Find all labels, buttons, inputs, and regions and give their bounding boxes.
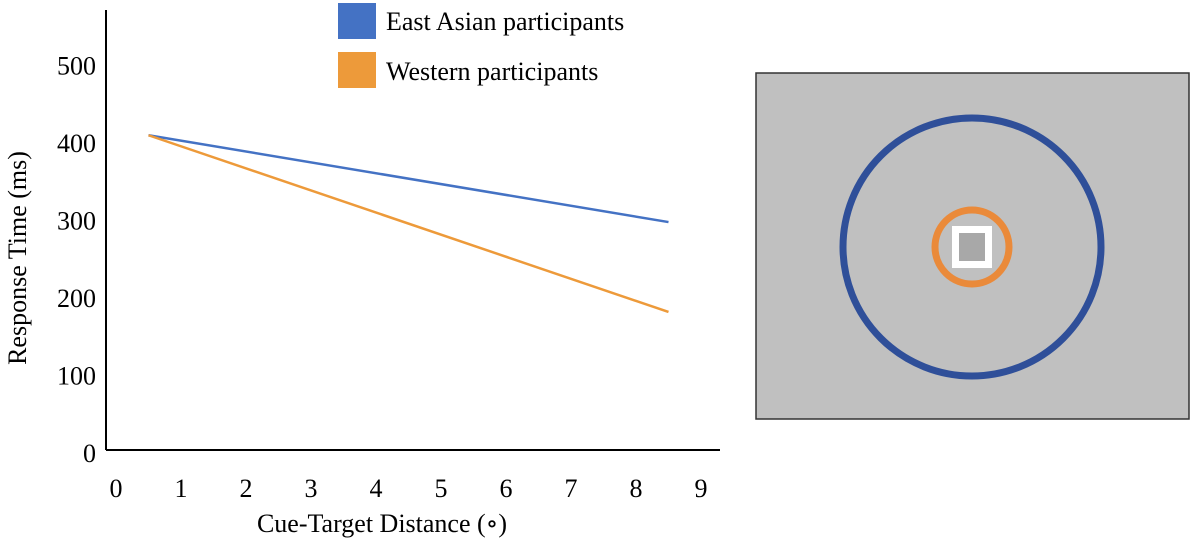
y-tick-label-400: 400: [57, 129, 96, 158]
center-square-inner: [959, 233, 985, 261]
y-tick-label-100: 100: [57, 362, 96, 391]
legend: East Asian participants Western particip…: [338, 3, 624, 88]
x-tick-label-2: 2: [240, 474, 253, 503]
x-tick-label-3: 3: [305, 474, 318, 503]
series-lines: [148, 134, 669, 314]
outer-ring: [839, 114, 1105, 380]
x-axis-title: Cue-Target Distance (∘): [257, 509, 507, 538]
x-tick-label-6: 6: [500, 474, 513, 503]
y-tick-label-500: 500: [57, 52, 96, 81]
y-axis-title: Response Time (ms): [3, 151, 32, 365]
legend-label-east-asian: East Asian participants: [386, 7, 624, 36]
x-tick-labels: 0 1 2 3 4 5 6 7 8 9: [110, 474, 708, 503]
series-line-east-asian: [148, 134, 669, 224]
y-tick-labels: 0 100 200 300 400 500: [57, 52, 96, 469]
x-tick-label-7: 7: [565, 474, 578, 503]
stimulus-display: [755, 72, 1190, 420]
x-tick-label-5: 5: [435, 474, 448, 503]
x-tick-label-8: 8: [630, 474, 643, 503]
series-line-western: [148, 134, 669, 314]
inner-ring: [931, 206, 1013, 288]
legend-swatch-east-asian: [338, 3, 376, 39]
x-tick-label-9: 9: [695, 474, 708, 503]
x-tick-label-0: 0: [110, 474, 123, 503]
y-tick-label-300: 300: [57, 207, 96, 236]
y-tick-label-0: 0: [83, 439, 96, 468]
legend-swatch-western: [338, 52, 376, 88]
x-tick-label-1: 1: [175, 474, 188, 503]
legend-label-western: Western participants: [386, 57, 598, 86]
x-tick-label-4: 4: [370, 474, 383, 503]
y-tick-label-200: 200: [57, 284, 96, 313]
